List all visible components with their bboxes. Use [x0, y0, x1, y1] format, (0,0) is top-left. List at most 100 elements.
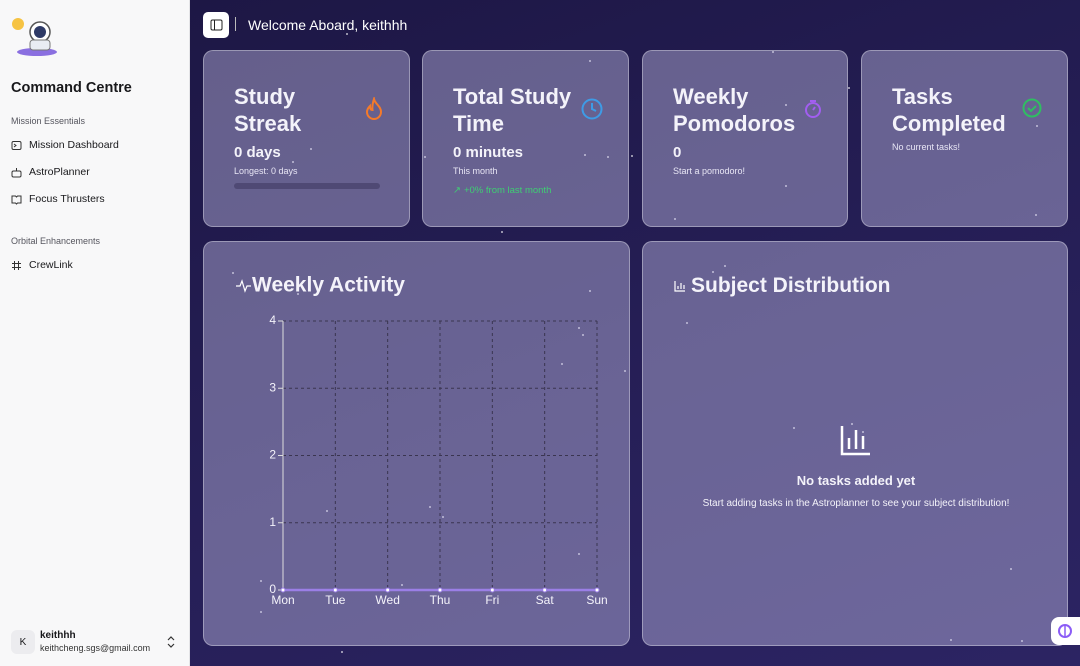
star [429, 505, 432, 508]
star [606, 155, 609, 158]
stat-card: Weekly Pomodoros 0 Start a pomodoro! [642, 50, 848, 227]
icon [805, 100, 821, 118]
star [423, 156, 426, 159]
star [711, 271, 714, 274]
star [325, 510, 328, 513]
star [1010, 567, 1013, 570]
welcome: Welcome Aboard, keithhh [248, 17, 408, 33]
stat-card: Tasks Completed No current tasks! [861, 50, 1068, 227]
sidebar-toggle[interactable] [203, 12, 229, 38]
nav-item[interactable]: Focus Thrusters [11, 193, 105, 205]
star [1035, 214, 1038, 217]
nav-label: Mission Dashboard [29, 139, 119, 151]
star [561, 363, 564, 366]
chart-title: Weekly Activity [252, 274, 405, 297]
card-title: Subject Distribution [691, 274, 891, 297]
empty-title: No tasks added yet [796, 473, 916, 488]
icon [11, 167, 22, 177]
point [489, 587, 495, 593]
star [949, 639, 952, 642]
stat-note: Longest: 0 days [234, 166, 298, 176]
user-menu[interactable] [166, 635, 176, 649]
icon [581, 98, 603, 120]
stat-title: Total Study Time [453, 84, 572, 136]
star [232, 272, 235, 275]
star [260, 611, 263, 614]
stat-note: This month [453, 166, 498, 176]
x-tick-label: Fri [485, 593, 499, 607]
star [685, 321, 688, 324]
y-tick-label: 0 [269, 582, 276, 596]
x-tick-label: Sun [586, 593, 607, 607]
star [1035, 124, 1038, 127]
nav-label: CrewLink [29, 259, 73, 271]
x-tick-label: Tue [325, 593, 346, 607]
star [310, 147, 313, 150]
chart-card: Weekly Activity 0 1 2 3 4 Mon Tue Wed Thu Fri Sat S… [203, 241, 630, 646]
star [292, 161, 295, 164]
stat-note: No current tasks! [892, 142, 961, 152]
stat-value: 0 days [234, 144, 281, 161]
nav-item[interactable]: CrewLink [11, 259, 73, 271]
subject-card: Subject Distribution No tasks added yet … [642, 241, 1068, 646]
icon [365, 97, 383, 120]
star [674, 218, 677, 221]
trend: ↗ +0% from last month [453, 185, 551, 196]
star [501, 231, 504, 234]
avatar: K [11, 630, 35, 654]
stat-value: 0 minutes [453, 144, 524, 161]
point [437, 587, 443, 593]
stat-title: Study Streak [234, 84, 302, 136]
logo [12, 18, 57, 56]
user-name: keithhh [40, 630, 76, 641]
star [624, 370, 627, 373]
icon [12, 260, 21, 270]
star [582, 334, 585, 337]
star [723, 265, 726, 268]
section-heading: Mission Essentials [11, 116, 86, 126]
icon [11, 140, 22, 150]
stat-card: Total Study Time 0 minutes This month ↗ +… [422, 50, 629, 227]
star [792, 426, 795, 429]
point [385, 587, 391, 593]
y-tick-label: 4 [269, 313, 276, 327]
section-heading: Orbital Enhancements [11, 236, 101, 246]
sidebar: Command Centre Mission Essentials Missio… [0, 0, 190, 666]
y-tick-label: 3 [269, 380, 276, 394]
y-tick-label: 2 [269, 448, 276, 462]
user-email: keithcheng.sgs@gmail.com [40, 643, 151, 653]
star [861, 430, 864, 433]
nav-item[interactable]: Mission Dashboard [11, 139, 119, 151]
nav-item[interactable]: AstroPlanner [11, 166, 90, 178]
stat-value: 0 [673, 144, 682, 161]
star [259, 580, 262, 583]
star [847, 87, 850, 89]
icon [1058, 624, 1072, 638]
stat-title: Tasks Completed [892, 84, 1006, 136]
empty-icon [840, 426, 870, 456]
star [401, 583, 404, 586]
x-tick-label: Sat [536, 593, 555, 607]
nav-label: AstroPlanner [29, 166, 90, 178]
star [578, 553, 581, 556]
nav-label: Focus Thrusters [29, 193, 105, 205]
star [771, 50, 774, 53]
star [340, 650, 343, 653]
sidebar-title: Command Centre [11, 80, 132, 96]
star [584, 153, 587, 156]
star [588, 59, 591, 62]
star [631, 155, 634, 158]
assistant-button[interactable] [1051, 617, 1080, 645]
y-tick-label: 1 [269, 515, 276, 529]
icon [1022, 98, 1042, 118]
progress-bar [234, 183, 380, 189]
star [784, 104, 787, 107]
x-tick-label: Wed [375, 593, 399, 607]
point [542, 587, 548, 593]
empty-text: Start adding tasks in the Astroplanner t… [702, 498, 1010, 509]
stat-card: Study Streak 0 days Longest: 0 days [203, 50, 410, 227]
x-tick-label: Thu [430, 593, 451, 607]
trend-text: +0% from last month [463, 185, 552, 196]
